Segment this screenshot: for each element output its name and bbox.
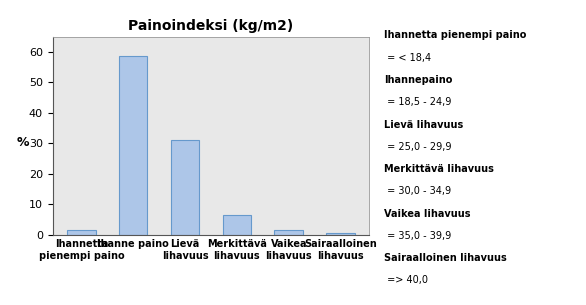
Y-axis label: %: %	[17, 136, 29, 149]
Bar	[119, 56, 148, 235]
Text: = 30,0 - 34,9: = 30,0 - 34,9	[384, 186, 451, 196]
Title: Painoindeksi (kg/m2): Painoindeksi (kg/m2)	[128, 19, 294, 33]
Text: Merkittävä lihavuus: Merkittävä lihavuus	[384, 164, 493, 174]
Text: = 35,0 - 39,9: = 35,0 - 39,9	[384, 231, 451, 241]
Text: => 40,0: => 40,0	[384, 275, 428, 285]
Bar	[274, 230, 303, 235]
Text: Sairaalloinen lihavuus: Sairaalloinen lihavuus	[384, 253, 506, 263]
Bar	[171, 140, 199, 235]
Text: = 18,5 - 24,9: = 18,5 - 24,9	[384, 97, 451, 107]
Text: Ihannetta pienempi paino: Ihannetta pienempi paino	[384, 30, 526, 41]
Bar	[223, 215, 251, 235]
Text: Vaikea lihavuus: Vaikea lihavuus	[384, 209, 471, 219]
Bar	[326, 233, 355, 235]
Text: = < 18,4: = < 18,4	[384, 53, 431, 63]
Text: Lievä lihavuus: Lievä lihavuus	[384, 120, 463, 130]
Text: = 25,0 - 29,9: = 25,0 - 29,9	[384, 142, 451, 152]
Bar	[67, 230, 96, 235]
Text: Ihannepaino: Ihannepaino	[384, 75, 452, 85]
